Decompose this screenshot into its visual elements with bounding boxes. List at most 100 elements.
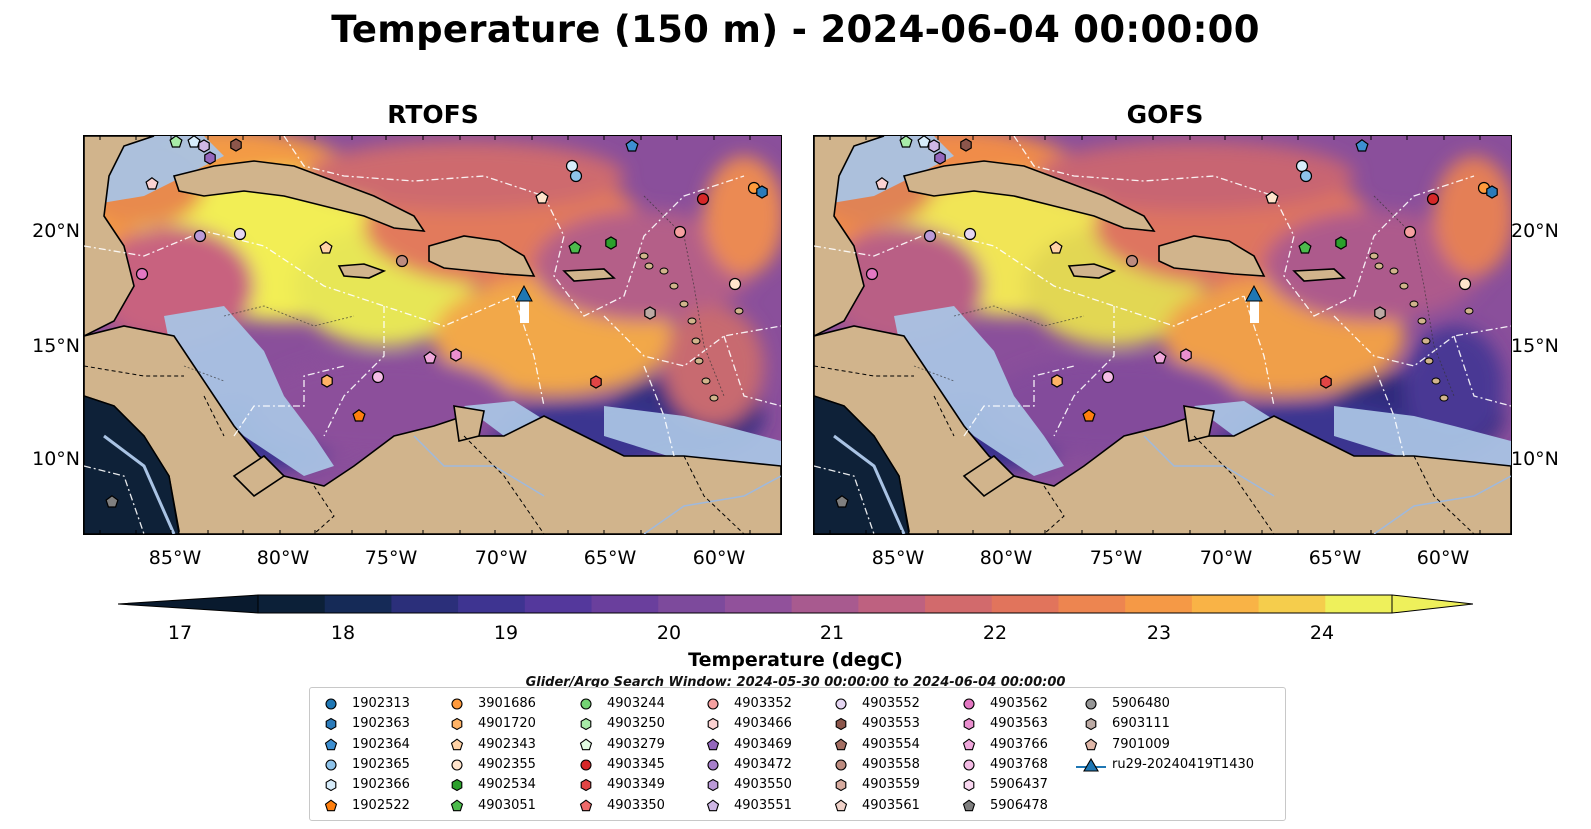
antilles-island xyxy=(1409,300,1419,308)
legend-label: 4903352 xyxy=(734,696,792,711)
lat-label-10n-right: 10°N xyxy=(1511,448,1559,470)
float-marker xyxy=(145,177,159,190)
legend-marker-icon xyxy=(835,698,847,710)
float-marker xyxy=(1458,277,1472,291)
legend-label: 4903466 xyxy=(734,716,792,732)
float-marker xyxy=(625,139,639,152)
float-marker xyxy=(198,139,210,153)
legend-marker-icon xyxy=(963,759,975,771)
float-marker xyxy=(917,136,931,148)
legend-marker-icon xyxy=(325,779,337,792)
rtofs-map[interactable] xyxy=(83,135,782,535)
colorbar-bin xyxy=(791,595,859,613)
legend-label: 1902363 xyxy=(352,716,410,732)
colorbar-tick: 17 xyxy=(167,622,193,644)
float-marker xyxy=(1374,306,1386,320)
float-marker xyxy=(963,227,977,241)
legend-marker-icon xyxy=(1076,757,1106,772)
colorbar-bin xyxy=(925,595,993,613)
puerto-rico-land xyxy=(562,268,616,282)
legend-marker-icon xyxy=(835,779,847,792)
legend-label: 4903250 xyxy=(607,716,665,732)
legend-marker-icon xyxy=(707,698,719,710)
legend-marker-icon xyxy=(580,759,592,771)
legend-marker-icon xyxy=(324,738,338,750)
antilles-island xyxy=(669,282,679,290)
antilles-island xyxy=(1424,357,1434,365)
lon-label-65w: 65°W xyxy=(1308,547,1362,569)
float-marker xyxy=(352,409,366,422)
glider-marker xyxy=(1245,284,1263,302)
river xyxy=(413,435,545,497)
legend-marker-icon xyxy=(580,698,592,710)
eez-boundary xyxy=(1013,136,1275,197)
antilles-island xyxy=(691,337,701,345)
legend-marker-icon xyxy=(963,698,975,710)
legend-label: 4903552 xyxy=(862,696,920,711)
colorbar-tick: 18 xyxy=(330,622,356,644)
antilles-island xyxy=(687,317,697,325)
lat-label-20n-left: 20°N xyxy=(32,220,80,242)
float-marker xyxy=(135,267,149,281)
gofs-map[interactable] xyxy=(813,135,1512,535)
legend-label: 4902534 xyxy=(478,777,536,793)
float-marker xyxy=(204,151,216,165)
legend-marker-icon xyxy=(450,799,464,811)
paraguana-land xyxy=(453,405,485,442)
colorbar-tick: 22 xyxy=(982,622,1008,644)
gofs-panel-title: GOFS xyxy=(1126,100,1204,129)
colorbar-label: Temperature (degC) xyxy=(688,649,903,671)
antilles-island xyxy=(1421,337,1431,345)
float-marker xyxy=(1180,348,1192,362)
eez-boundary xyxy=(84,465,145,534)
float-marker xyxy=(1295,159,1309,173)
lat-label-20n-right: 20°N xyxy=(1511,220,1559,242)
float-marker xyxy=(450,348,462,362)
eez-boundary xyxy=(233,365,345,437)
colorbar-bin xyxy=(1258,595,1326,613)
cuba-land xyxy=(902,160,1156,232)
legend-marker-icon xyxy=(1085,698,1097,710)
legend-marker-icon xyxy=(579,738,593,750)
lon-label-85w: 85°W xyxy=(871,547,925,569)
float-marker xyxy=(756,185,768,199)
colorbar xyxy=(118,594,1473,614)
legend-label: 5906478 xyxy=(990,797,1048,813)
legend: 1902313 1902363 1902364 1902365 1902366 19025… xyxy=(309,687,1286,821)
legend-marker-icon xyxy=(451,718,463,731)
float-marker xyxy=(875,177,889,190)
legend-marker-icon xyxy=(325,718,337,731)
legend-marker-icon xyxy=(706,799,720,811)
antilles-island xyxy=(1417,317,1427,325)
antilles-island xyxy=(701,377,711,385)
lon-label-60w: 60°W xyxy=(1416,547,1470,569)
float-marker xyxy=(371,370,385,384)
float-marker xyxy=(1051,374,1063,388)
hispaniola-land xyxy=(1158,235,1266,277)
float-marker xyxy=(423,351,437,364)
float-marker xyxy=(923,229,937,243)
antilles-island xyxy=(709,394,719,402)
glider-track xyxy=(520,301,529,323)
country-border xyxy=(1043,485,1065,534)
float-marker xyxy=(187,136,201,148)
river xyxy=(1143,435,1275,497)
antilles-island xyxy=(679,300,689,308)
legend-label: 4903558 xyxy=(862,756,920,772)
bathymetry-contour xyxy=(913,365,955,382)
hispaniola-land xyxy=(428,235,536,277)
legend-label: 3901686 xyxy=(478,696,536,711)
legend-marker-icon xyxy=(962,738,976,750)
legend-marker-icon xyxy=(1085,718,1097,731)
country-border xyxy=(84,365,184,377)
float-marker xyxy=(1298,241,1312,254)
legend-label: 4902355 xyxy=(478,756,536,772)
float-marker xyxy=(673,225,687,239)
legend-label: 4903469 xyxy=(734,736,792,752)
antilles-island xyxy=(1464,307,1474,315)
panama-land xyxy=(232,454,286,498)
legend-label: 4903349 xyxy=(607,777,665,793)
legend-marker-icon xyxy=(451,779,463,792)
lon-label-80w: 80°W xyxy=(256,547,310,569)
float-marker xyxy=(1082,409,1096,422)
